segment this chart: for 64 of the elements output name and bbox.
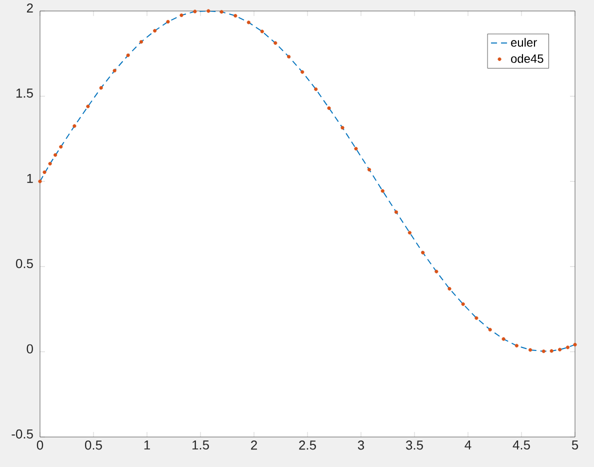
point — [367, 168, 372, 172]
point — [260, 30, 264, 34]
point — [193, 10, 197, 14]
x-tick-label: 0.5 — [85, 440, 102, 450]
point — [550, 349, 554, 353]
x-tick-label: 1 — [144, 440, 150, 450]
point — [340, 126, 344, 130]
point — [474, 316, 478, 320]
y-tick-label: 2 — [26, 3, 33, 13]
point — [528, 348, 532, 352]
point — [314, 87, 318, 92]
x-tick-label: 4.5 — [512, 440, 530, 450]
point — [86, 104, 90, 108]
point — [421, 250, 425, 254]
x-tick-label: 2 — [251, 440, 257, 450]
y-tick-label: 0.5 — [16, 259, 33, 268]
point — [542, 349, 546, 354]
point — [42, 170, 46, 174]
y-tick-label: -0.5 — [12, 429, 33, 439]
point — [38, 180, 42, 184]
point — [126, 54, 130, 58]
legend-label: ode45 — [511, 54, 544, 63]
point — [286, 54, 291, 58]
point — [274, 41, 278, 45]
point — [48, 162, 52, 166]
point — [139, 40, 144, 44]
point — [59, 145, 63, 149]
legend-label: euler — [511, 38, 537, 47]
point — [434, 270, 438, 274]
point — [112, 68, 116, 72]
point — [99, 86, 103, 90]
point — [153, 28, 157, 33]
point — [573, 342, 577, 346]
x-tick-label: 5 — [572, 440, 578, 450]
point — [166, 20, 170, 24]
y-tick-label: 1 — [27, 174, 33, 183]
point — [488, 328, 492, 332]
point — [54, 153, 58, 157]
point — [300, 70, 304, 74]
point — [380, 189, 384, 193]
point — [327, 106, 331, 110]
point — [72, 124, 76, 128]
x-tick-label: 2.5 — [299, 440, 316, 450]
x-tick-label: 1.5 — [192, 440, 209, 450]
point — [246, 20, 250, 24]
point — [408, 230, 412, 234]
point — [558, 348, 562, 352]
x-tick-label: 3.5 — [406, 440, 423, 450]
point — [220, 10, 224, 14]
point — [354, 146, 358, 150]
point — [461, 302, 465, 306]
y-tick-label: 1.5 — [16, 88, 33, 98]
point — [180, 13, 184, 18]
point — [234, 14, 238, 18]
point — [206, 9, 210, 13]
point — [566, 346, 570, 350]
point — [502, 337, 506, 341]
y-tick-label: 0 — [26, 344, 33, 354]
point — [394, 210, 398, 214]
x-tick-label: 3 — [358, 440, 364, 450]
x-tick-label: 0 — [36, 440, 44, 450]
x-tick-label: 4 — [464, 440, 472, 450]
point — [514, 344, 518, 348]
point — [448, 286, 452, 291]
